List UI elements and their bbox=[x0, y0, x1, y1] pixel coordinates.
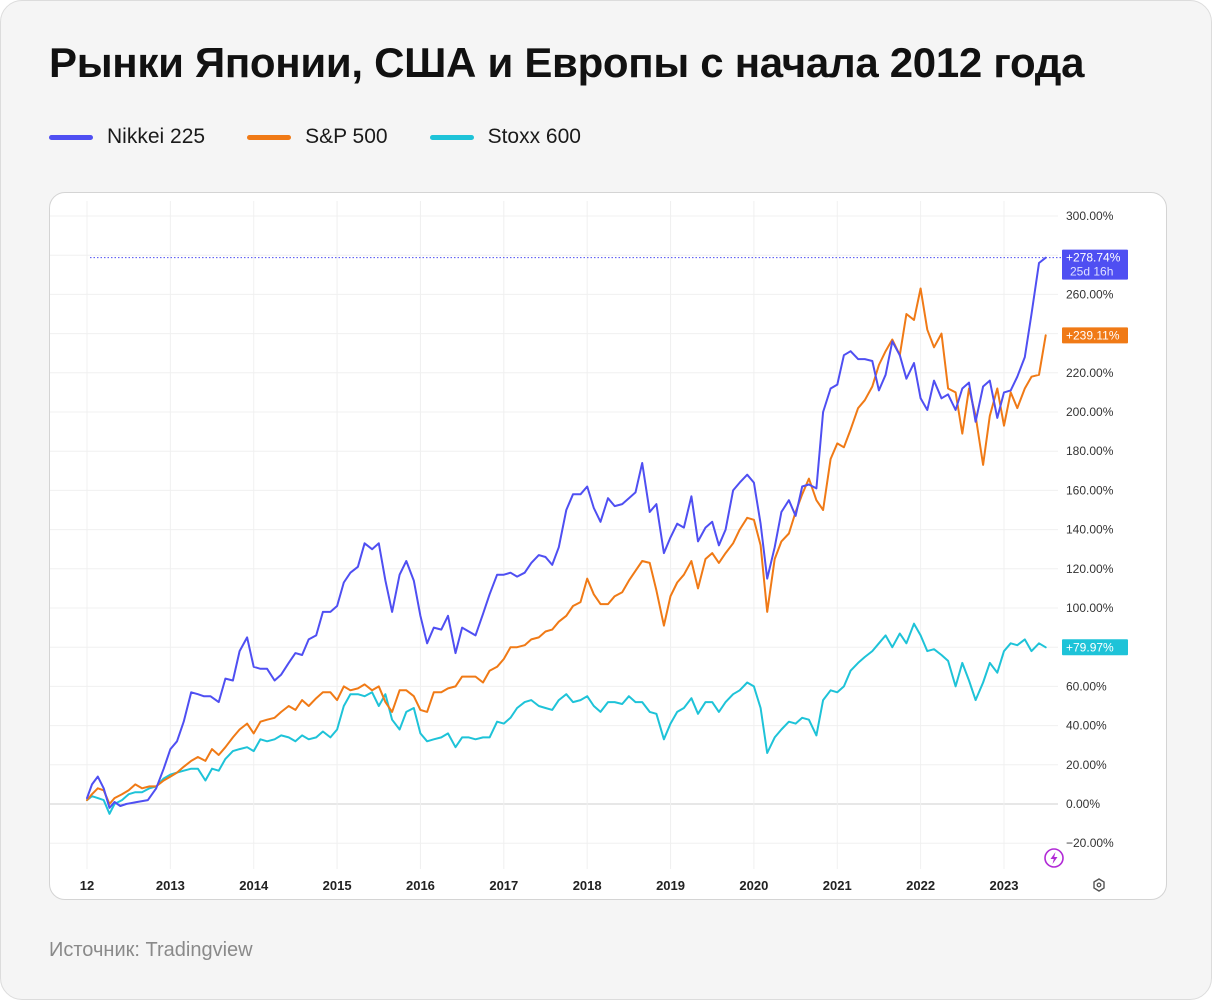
chart-panel[interactable]: −20.00%0.00%20.00%40.00%60.00%80.00%100.… bbox=[49, 192, 1167, 900]
lightning-icon[interactable] bbox=[1044, 848, 1064, 868]
x-tick-label: 2015 bbox=[323, 878, 352, 893]
page-title: Рынки Японии, США и Европы с начала 2012… bbox=[49, 39, 1085, 86]
y-tick-label: 260.00% bbox=[1066, 287, 1114, 301]
x-tick-label: 2019 bbox=[656, 878, 685, 893]
x-tick-label: 2020 bbox=[739, 878, 768, 893]
settings-icon[interactable] bbox=[1093, 878, 1105, 892]
last-value-label-0: +278.74% bbox=[1066, 251, 1121, 265]
legend-swatch-stoxx bbox=[429, 134, 474, 140]
y-tick-label: 160.00% bbox=[1066, 483, 1114, 497]
y-tick-label: 220.00% bbox=[1066, 366, 1114, 380]
series-line-1[interactable] bbox=[86, 287, 1047, 805]
x-tick-label: 2022 bbox=[906, 878, 935, 893]
legend-label-stoxx: Stoxx 600 bbox=[487, 125, 581, 148]
x-tick-label: 2013 bbox=[156, 878, 185, 893]
series-line-0[interactable] bbox=[86, 256, 1047, 809]
y-tick-label: 200.00% bbox=[1066, 405, 1114, 419]
y-tick-label: 0.00% bbox=[1066, 797, 1100, 811]
y-tick-label: 20.00% bbox=[1066, 758, 1107, 772]
last-value-tag-2 bbox=[1062, 639, 1128, 656]
y-tick-label: 140.00% bbox=[1066, 523, 1114, 537]
x-tick-label: 2021 bbox=[823, 878, 852, 893]
legend-item-stoxx: Stoxx 600 bbox=[429, 125, 581, 149]
legend-label-nikkei: Nikkei 225 bbox=[107, 125, 206, 148]
y-tick-label: 60.00% bbox=[1066, 679, 1107, 693]
x-tick-label: 12 bbox=[80, 878, 94, 893]
legend-label-sp500: S&P 500 bbox=[305, 125, 388, 148]
legend-swatch-nikkei bbox=[49, 134, 93, 140]
last-value-sublabel-0: 25d 16h bbox=[1070, 265, 1113, 279]
y-tick-label: 40.00% bbox=[1066, 719, 1107, 733]
x-tick-label: 2017 bbox=[489, 878, 518, 893]
legend-swatch-sp500 bbox=[247, 134, 292, 140]
line-chart[interactable]: −20.00%0.00%20.00%40.00%60.00%80.00%100.… bbox=[50, 193, 1166, 899]
y-tick-label: 300.00% bbox=[1066, 209, 1114, 223]
y-tick-label: 120.00% bbox=[1066, 562, 1114, 576]
y-tick-label: −20.00% bbox=[1066, 836, 1114, 850]
legend: Nikkei 225 S&P 500 Stoxx 600 bbox=[49, 125, 623, 149]
x-tick-label: 2023 bbox=[990, 878, 1019, 893]
x-tick-label: 2016 bbox=[406, 878, 435, 893]
x-tick-label: 2018 bbox=[573, 878, 602, 893]
y-tick-label: 180.00% bbox=[1066, 444, 1114, 458]
y-tick-label: 100.00% bbox=[1066, 601, 1114, 615]
legend-item-nikkei: Nikkei 225 bbox=[49, 125, 205, 149]
last-value-label-1: +239.11% bbox=[1066, 328, 1120, 342]
last-value-tag-0 bbox=[1062, 249, 1128, 280]
last-value-label-2: +79.97% bbox=[1066, 640, 1114, 654]
series-line-2[interactable] bbox=[86, 622, 1047, 815]
legend-item-sp500: S&P 500 bbox=[247, 125, 388, 149]
x-tick-label: 2014 bbox=[239, 878, 269, 893]
source-note: Источник: Tradingview bbox=[49, 939, 253, 961]
last-value-tag-1 bbox=[1062, 327, 1128, 344]
